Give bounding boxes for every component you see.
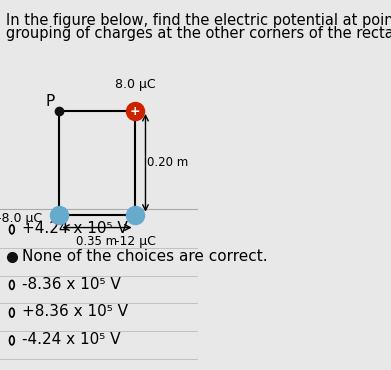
Text: -4.24 x 10⁵ V: -4.24 x 10⁵ V: [22, 332, 120, 347]
Text: 0.20 m: 0.20 m: [147, 156, 189, 169]
Text: In the figure below, find the electric potential at point P due to the: In the figure below, find the electric p…: [6, 13, 391, 28]
Text: +: +: [129, 104, 140, 118]
Text: P: P: [45, 94, 54, 109]
Text: +4.24 x 10⁵ V: +4.24 x 10⁵ V: [22, 221, 127, 236]
Text: 0.35 m: 0.35 m: [76, 235, 118, 248]
Text: -8.36 x 10⁵ V: -8.36 x 10⁵ V: [22, 277, 120, 292]
Text: None of the choices are correct.: None of the choices are correct.: [22, 249, 267, 264]
Text: -12 μC: -12 μC: [115, 235, 156, 248]
Text: grouping of charges at the other corners of the rectangle.: grouping of charges at the other corners…: [6, 26, 391, 41]
Text: 8.0 μC: 8.0 μC: [115, 78, 156, 91]
Text: -8.0 μC: -8.0 μC: [0, 212, 43, 225]
Text: +8.36 x 10⁵ V: +8.36 x 10⁵ V: [22, 305, 128, 319]
